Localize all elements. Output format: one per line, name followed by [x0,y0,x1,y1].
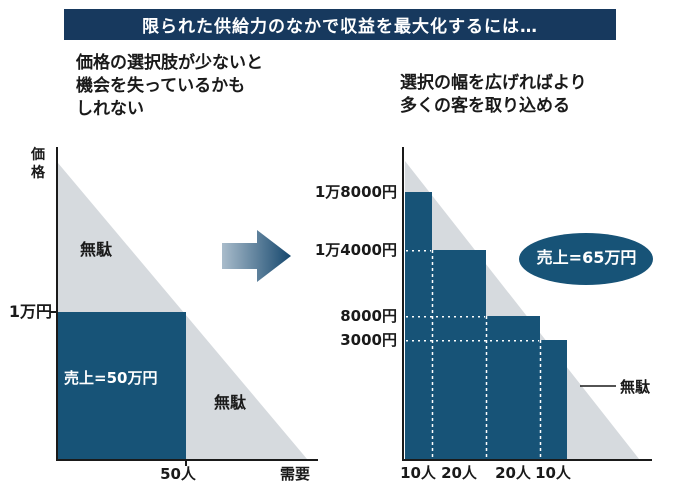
right-price-label-8000: 8000円 [340,307,397,325]
right-price-label-18000: 1万8000円 [314,183,397,201]
right-people-label-1: 10人 [400,464,436,482]
left-quantity-label: 50人 [160,465,196,483]
right-axes [402,147,652,461]
left-x-axis-label: 需要 [280,465,311,483]
bar-3000 [540,340,567,459]
right-people-label-2: 20人 [441,464,477,482]
right-people-label-3: 20人 [495,464,531,482]
right-price-label-3000: 3000円 [340,331,397,349]
left-y-axis-label: 価 格 [31,147,45,181]
page-title: 限られた供給力のなかで収益を最大化するには… [142,17,538,37]
left-waste-lower-label: 無駄 [214,393,247,412]
right-people-label-4: 10人 [535,464,571,482]
left-revenue-rect [58,312,186,459]
left-waste-upper-label: 無駄 [80,240,113,259]
left-axes [56,147,318,461]
right-price-label-14000: 1万4000円 [314,241,397,259]
bar-14000 [432,250,486,459]
revenue-ellipse-badge [519,233,653,285]
right-chart-subtitle: 選択の幅を広げればより 多くの客を取り込める [400,73,587,116]
left-revenue-label: 売上=50万円 [64,369,158,387]
right-arrow-icon [222,230,291,282]
bar-8000 [486,316,540,459]
left-price-label: 1万円 [8,302,52,321]
right-waste-label: 無駄 [620,378,651,396]
bar-18000 [405,192,432,459]
right-revenue-label: 売上=65万円 [536,248,637,267]
title-bar: 限られた供給力のなかで収益を最大化するには… [64,9,616,40]
left-chart-subtitle: 価格の選択肢が少ないと 機会を失っているかも しれない [76,53,263,119]
